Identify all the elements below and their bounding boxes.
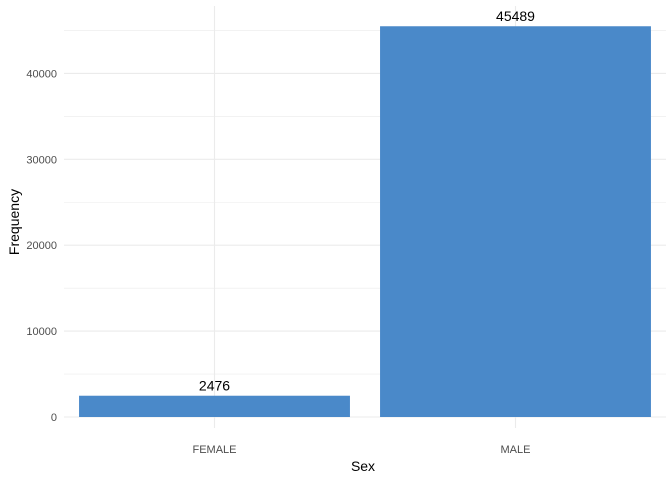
y-tick-label: 30000: [26, 154, 57, 166]
bars: [79, 26, 651, 418]
data-label-female: 2476: [199, 378, 230, 394]
x-axis-ticks: FEMALE MALE: [192, 444, 530, 456]
y-tick-label: 10000: [26, 326, 57, 338]
x-tick-label: MALE: [501, 444, 531, 456]
x-axis-title: Sex: [351, 458, 375, 474]
bar-female: [79, 395, 350, 417]
data-labels: 2476 45489: [199, 8, 535, 393]
y-tick-label: 40000: [26, 68, 57, 80]
data-label-male: 45489: [496, 8, 535, 24]
bar-male: [380, 26, 651, 418]
x-tick-label: FEMALE: [192, 444, 236, 456]
y-axis-title: Frequency: [6, 189, 22, 255]
y-tick-label: 20000: [26, 240, 57, 252]
y-axis-ticks: 0 10000 20000 30000 40000: [26, 68, 57, 424]
y-tick-label: 0: [51, 412, 57, 424]
